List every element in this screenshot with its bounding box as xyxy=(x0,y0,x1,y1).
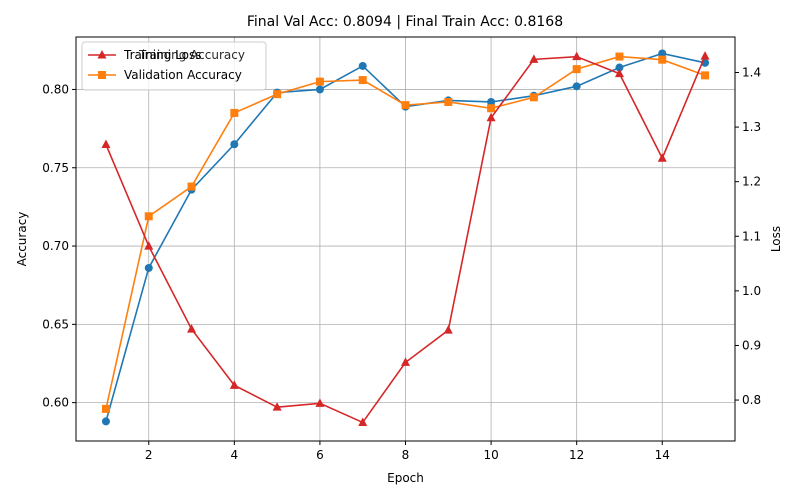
legend-item-training-loss: Training Loss xyxy=(88,48,201,62)
y-tick-label-right: 1.3 xyxy=(742,120,761,134)
training-loss-point xyxy=(358,417,368,426)
training-loss-point xyxy=(401,357,410,366)
x-tick-label: 14 xyxy=(655,448,670,462)
legend-label: Validation Accuracy xyxy=(124,68,242,82)
validation-accuracy-point xyxy=(315,77,324,86)
validation-accuracy-point xyxy=(230,108,239,117)
training-accuracy-point xyxy=(358,61,367,70)
series-training-loss xyxy=(101,51,710,426)
legend-label-hidden: Training Accuracy xyxy=(138,48,245,62)
y-tick-label-right: 1.1 xyxy=(742,229,761,243)
y-tick-label-left: 0.70 xyxy=(42,239,69,253)
training-loss-point xyxy=(486,112,496,122)
x-tick-label: 10 xyxy=(483,448,498,462)
x-axis-label: Epoch xyxy=(387,471,424,485)
training-accuracy-point xyxy=(144,263,153,272)
training-loss-point xyxy=(229,380,239,389)
training-loss-point xyxy=(572,51,582,61)
y-axis-label-left: Accuracy xyxy=(15,212,29,267)
training-loss-point xyxy=(315,398,325,407)
grid xyxy=(76,37,735,441)
validation-accuracy-point xyxy=(101,404,110,413)
x-tick-label: 4 xyxy=(231,448,239,462)
y-tick-label-left: 0.60 xyxy=(42,396,69,410)
ticks: 2 4 6 8 10 12 14 0.60 0.65 0.70 0.75 0.80 0.8 0.9 1.0 1… xyxy=(42,65,761,462)
legend-item-validation-accuracy: Validation Accuracy xyxy=(88,68,242,82)
y-tick-label-right: 1.4 xyxy=(742,65,761,79)
validation-accuracy-point xyxy=(658,55,667,64)
y-tick-label-left: 0.65 xyxy=(42,317,69,331)
legend-box xyxy=(81,41,267,91)
training-accuracy-point xyxy=(315,85,324,94)
x-tick-label: 6 xyxy=(316,448,324,462)
x-tick-label: 2 xyxy=(145,448,153,462)
validation-accuracy-point xyxy=(401,101,410,110)
validation-accuracy-point xyxy=(444,97,453,106)
series-validation-accuracy xyxy=(101,52,710,413)
y-tick-label-left: 0.80 xyxy=(42,82,69,96)
training-accuracy-point xyxy=(572,82,581,91)
training-accuracy-point xyxy=(101,417,110,426)
validation-accuracy-point xyxy=(487,104,496,113)
y-tick-label-left: 0.75 xyxy=(42,161,69,175)
y-tick-label-right: 1.2 xyxy=(742,175,761,189)
x-tick-label: 12 xyxy=(569,448,584,462)
legend-label: Training Loss xyxy=(123,48,201,62)
training-accuracy-point xyxy=(658,49,667,58)
training-loss-point xyxy=(443,325,453,334)
validation-accuracy-point xyxy=(273,90,282,99)
training-loss-point xyxy=(144,241,154,250)
validation-accuracy-point xyxy=(701,71,710,80)
training-accuracy-point xyxy=(615,63,624,72)
validation-accuracy-point xyxy=(572,65,581,74)
series-layer xyxy=(101,49,710,426)
training-accuracy-point xyxy=(230,140,239,149)
y-tick-label-right: 0.8 xyxy=(742,393,761,407)
training-loss-point xyxy=(529,54,539,63)
legend-swatch-marker xyxy=(97,50,107,59)
x-tick-label: 8 xyxy=(402,448,410,462)
training-loss-point xyxy=(700,51,710,60)
chart-title: Final Val Acc: 0.8094 | Final Train Acc:… xyxy=(247,14,563,30)
validation-accuracy-point xyxy=(144,212,153,221)
training-loss-point xyxy=(187,324,197,333)
y-tick-label-right: 0.9 xyxy=(742,338,761,352)
training-loss-point xyxy=(614,68,624,78)
y-axis-label-right: Loss xyxy=(769,226,783,252)
y-tick-label-right: 1.0 xyxy=(742,284,761,298)
training-loss-point xyxy=(272,402,282,411)
training-accuracy-point xyxy=(487,97,496,106)
validation-accuracy-point xyxy=(358,76,367,85)
training-loss-point xyxy=(101,139,111,149)
training-loss-point xyxy=(657,153,667,162)
validation-accuracy-point xyxy=(187,182,196,191)
validation-accuracy-point xyxy=(615,52,624,61)
validation-accuracy-point xyxy=(529,93,538,102)
legend-swatch-marker xyxy=(98,71,106,79)
